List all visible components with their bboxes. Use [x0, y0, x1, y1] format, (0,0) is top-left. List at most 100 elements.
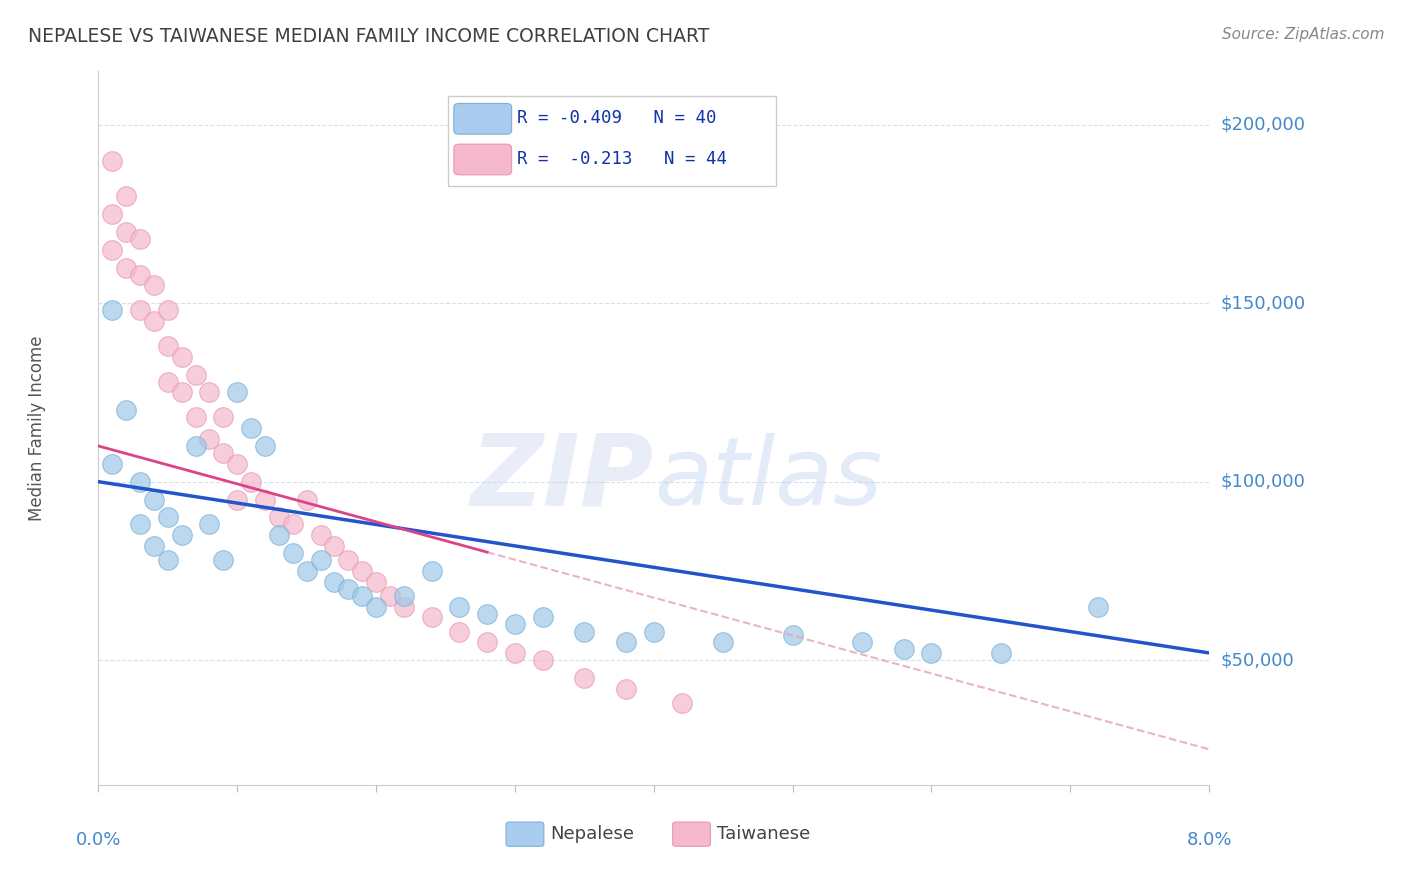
Text: 0.0%: 0.0% [76, 831, 121, 849]
Text: NEPALESE VS TAIWANESE MEDIAN FAMILY INCOME CORRELATION CHART: NEPALESE VS TAIWANESE MEDIAN FAMILY INCO… [28, 27, 710, 45]
Point [184, 368, 207, 382]
Point [309, 528, 332, 542]
Text: $50,000: $50,000 [1220, 651, 1294, 669]
Point [392, 589, 415, 603]
Text: ZIP: ZIP [471, 430, 654, 526]
Point [420, 564, 443, 578]
Point [475, 635, 499, 649]
Text: $200,000: $200,000 [1220, 116, 1305, 134]
Point [226, 457, 249, 471]
Point [226, 492, 249, 507]
Text: Median Family Income: Median Family Income [28, 335, 46, 521]
Point [531, 653, 554, 667]
Point [920, 646, 942, 660]
FancyBboxPatch shape [454, 145, 512, 175]
Point [115, 403, 138, 417]
Point [156, 510, 179, 524]
Point [323, 574, 346, 589]
Point [378, 589, 401, 603]
Point [671, 696, 693, 710]
Point [212, 410, 235, 425]
Point [129, 475, 152, 489]
Point [240, 421, 263, 435]
Point [198, 517, 221, 532]
Point [449, 624, 471, 639]
Point [101, 153, 124, 168]
Point [309, 553, 332, 567]
Point [170, 385, 193, 400]
Point [184, 439, 207, 453]
Point [281, 517, 304, 532]
Point [170, 350, 193, 364]
Text: 8.0%: 8.0% [1187, 831, 1232, 849]
Point [184, 410, 207, 425]
Point [392, 599, 415, 614]
Point [366, 599, 388, 614]
Point [420, 610, 443, 624]
Point [253, 492, 276, 507]
Point [643, 624, 665, 639]
Point [129, 303, 152, 318]
Point [893, 642, 915, 657]
Point [198, 432, 221, 446]
Point [574, 671, 596, 685]
Point [129, 232, 152, 246]
Point [115, 225, 138, 239]
Point [851, 635, 873, 649]
Point [614, 681, 637, 696]
Point [212, 553, 235, 567]
Point [156, 553, 179, 567]
Point [295, 492, 318, 507]
FancyBboxPatch shape [454, 103, 512, 134]
Text: Taiwanese: Taiwanese [717, 825, 810, 843]
Point [295, 564, 318, 578]
Point [198, 385, 221, 400]
Point [115, 189, 138, 203]
Text: R =  -0.213   N = 44: R = -0.213 N = 44 [517, 150, 727, 168]
Point [337, 553, 360, 567]
Point [503, 617, 526, 632]
Point [503, 646, 526, 660]
FancyBboxPatch shape [506, 822, 544, 847]
Text: $150,000: $150,000 [1220, 294, 1305, 312]
Point [129, 517, 152, 532]
Point [1087, 599, 1109, 614]
Point [101, 457, 124, 471]
Point [240, 475, 263, 489]
Point [352, 564, 374, 578]
Text: atlas: atlas [654, 433, 882, 524]
Point [337, 582, 360, 596]
Point [475, 607, 499, 621]
Point [143, 539, 166, 553]
Point [614, 635, 637, 649]
Text: Nepalese: Nepalese [551, 825, 634, 843]
Point [352, 589, 374, 603]
Point [267, 528, 290, 542]
Point [281, 546, 304, 560]
Point [101, 303, 124, 318]
Point [212, 446, 235, 460]
Point [115, 260, 138, 275]
Point [267, 510, 290, 524]
Point [711, 635, 734, 649]
Point [101, 207, 124, 221]
Point [531, 610, 554, 624]
Point [156, 339, 179, 353]
Point [143, 314, 166, 328]
FancyBboxPatch shape [449, 96, 776, 186]
Text: Source: ZipAtlas.com: Source: ZipAtlas.com [1222, 27, 1385, 42]
Point [143, 278, 166, 293]
Text: $100,000: $100,000 [1220, 473, 1305, 491]
Point [449, 599, 471, 614]
Point [101, 243, 124, 257]
Point [143, 492, 166, 507]
Point [170, 528, 193, 542]
Point [129, 268, 152, 282]
FancyBboxPatch shape [672, 822, 710, 847]
Point [253, 439, 276, 453]
Point [156, 303, 179, 318]
Point [366, 574, 388, 589]
Point [782, 628, 804, 642]
Point [226, 385, 249, 400]
Point [990, 646, 1012, 660]
